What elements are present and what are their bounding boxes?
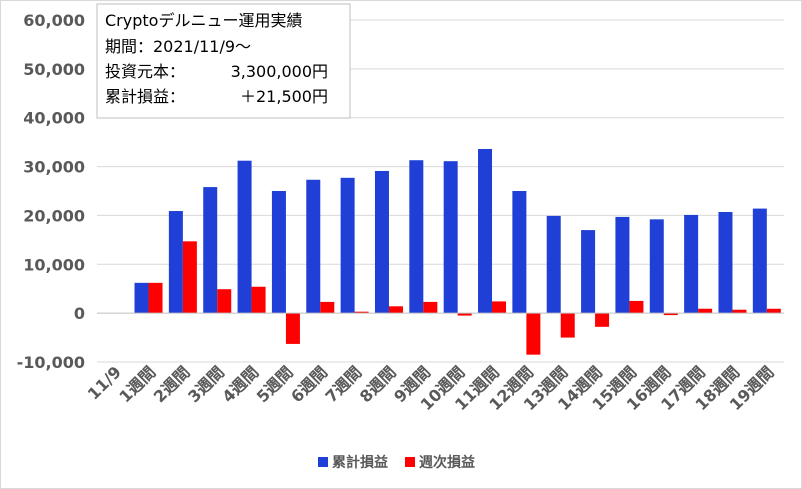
- x-axis-ticks: 11/91週間2週間3週間4週間5週間6週間7週間8週間9週間10週間11週間1…: [84, 362, 778, 414]
- info-profit-value: ＋21,500円: [240, 87, 328, 106]
- bar-cumulative: [237, 160, 252, 314]
- x-tick-label: 2週間: [150, 362, 194, 406]
- bar-weekly: [526, 313, 541, 355]
- y-tick-label: 10,000: [23, 255, 85, 274]
- x-tick-label: 8週間: [356, 362, 400, 406]
- bar-weekly: [423, 301, 438, 314]
- bar-cumulative: [443, 161, 458, 314]
- bar-cumulative: [615, 216, 630, 314]
- x-tick-label: 6週間: [287, 362, 331, 406]
- legend-swatch-cumulative: [318, 457, 328, 467]
- info-investment-value: 3,300,000円: [231, 62, 328, 81]
- bar-cumulative: [684, 214, 699, 314]
- info-profit-label: 累計損益：: [105, 87, 185, 106]
- bar-cumulative: [512, 191, 527, 314]
- bar-cumulative: [752, 208, 767, 314]
- y-tick-label: -10,000: [17, 353, 85, 372]
- bar-weekly: [320, 301, 335, 314]
- bar-cumulative: [649, 219, 664, 314]
- bar-weekly: [182, 241, 197, 314]
- bar-weekly: [595, 313, 610, 327]
- bar-weekly: [388, 306, 403, 314]
- bars: [134, 148, 781, 355]
- legend-label-cumulative: 累計損益: [332, 454, 388, 471]
- bar-cumulative: [168, 211, 183, 314]
- bar-cumulative: [374, 170, 389, 314]
- bar-cumulative: [409, 160, 424, 314]
- bar-weekly: [354, 311, 369, 314]
- y-axis-ticks: -10,000 0 10,000 20,000 30,000 40,000 50,000 60…: [17, 11, 85, 372]
- legend: 累計損益 週次損益: [318, 454, 475, 471]
- y-tick-label: 40,000: [23, 109, 85, 128]
- x-tick-label: 4週間: [218, 362, 262, 406]
- x-tick-label: 1週間: [115, 362, 159, 406]
- info-investment-label: 投資元本：: [105, 62, 185, 81]
- y-tick-label: 20,000: [23, 206, 85, 225]
- bar-weekly: [148, 282, 163, 314]
- x-tick-label: 3週間: [184, 362, 228, 406]
- bar-weekly: [766, 308, 781, 314]
- bar-cumulative: [718, 212, 733, 314]
- y-tick-label: 50,000: [23, 60, 85, 79]
- bar-weekly: [285, 313, 300, 344]
- bar-weekly: [560, 313, 575, 338]
- legend-label-weekly: 週次損益: [419, 454, 475, 471]
- bar-weekly: [492, 301, 507, 314]
- x-tick-label: 5週間: [253, 362, 297, 406]
- bar-weekly: [457, 313, 472, 316]
- y-tick-label: 30,000: [23, 158, 85, 177]
- bar-weekly: [732, 309, 747, 314]
- bar-weekly: [217, 289, 232, 314]
- bar-weekly: [698, 308, 713, 314]
- bar-weekly: [251, 286, 266, 314]
- bar-weekly: [663, 313, 678, 316]
- info-period: 期間：2021/11/9～: [105, 37, 251, 56]
- info-box: Cryptoデルニュー運用実績 期間：2021/11/9～ 投資元本： 3,30…: [96, 3, 351, 119]
- bar-cumulative: [478, 148, 493, 314]
- bar-cumulative: [203, 187, 218, 314]
- x-tick-label: 7週間: [322, 362, 366, 406]
- bar-cumulative: [581, 230, 596, 314]
- y-tick-label: 0: [74, 304, 85, 323]
- bar-cumulative: [340, 177, 355, 314]
- info-box-border: [96, 3, 351, 119]
- bar-cumulative: [546, 215, 561, 314]
- legend-swatch-weekly: [405, 457, 415, 467]
- bar-cumulative: [271, 191, 286, 314]
- bar-weekly: [629, 300, 644, 314]
- y-tick-label: 60,000: [23, 11, 85, 30]
- bar-cumulative: [306, 179, 321, 314]
- info-title: Cryptoデルニュー運用実績: [105, 11, 302, 30]
- bar-cumulative: [134, 282, 149, 314]
